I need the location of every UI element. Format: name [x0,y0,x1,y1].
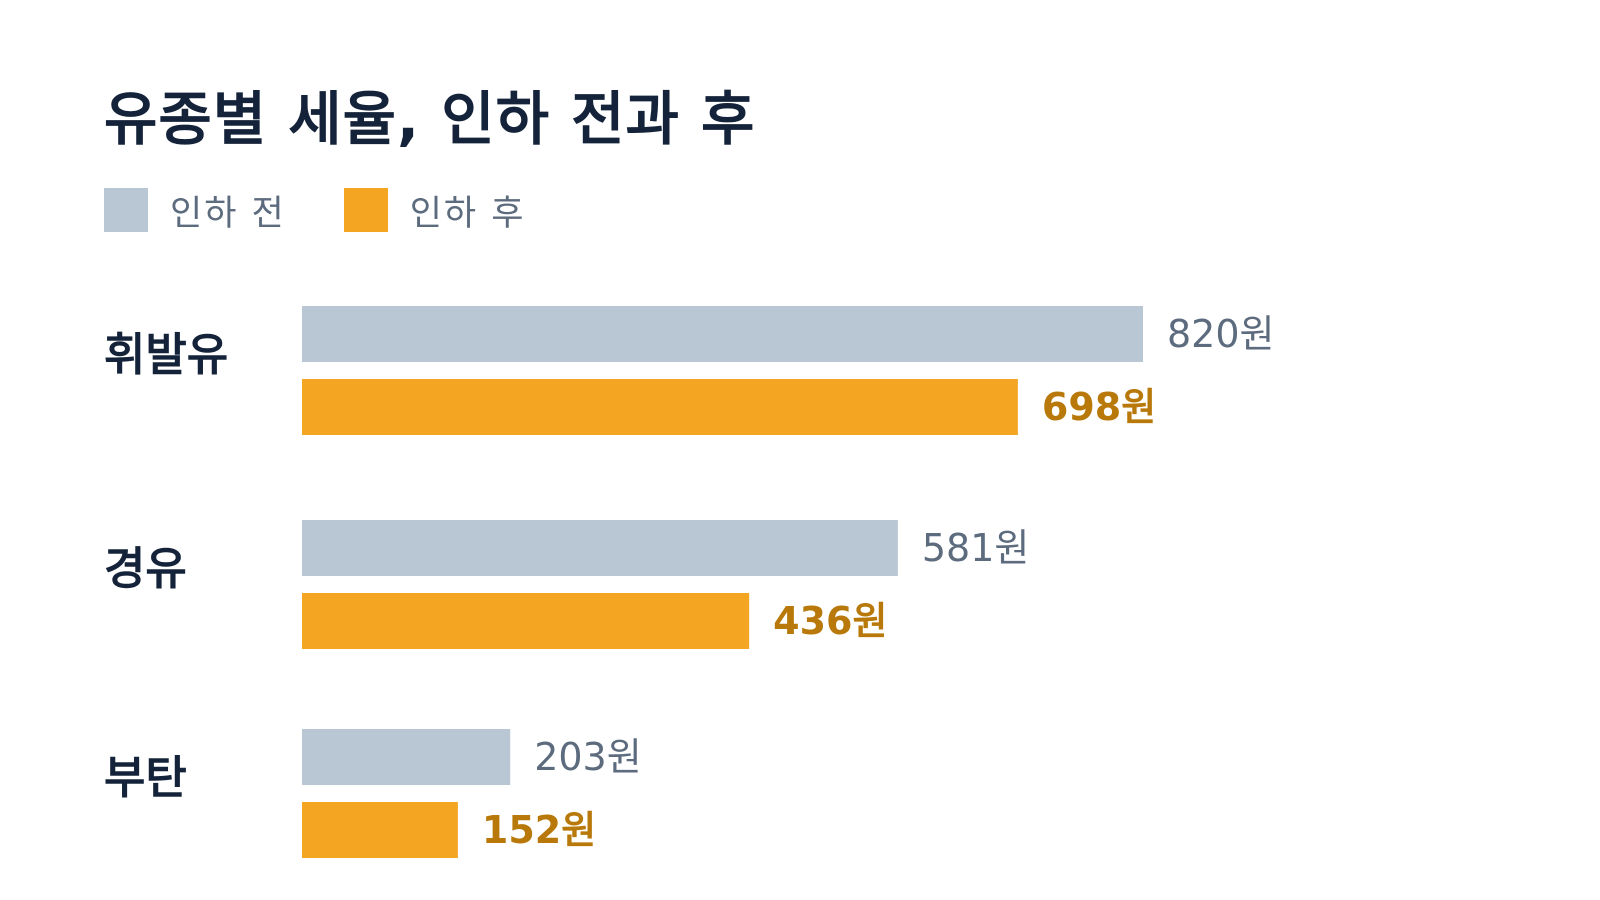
bar-before-0 [302,306,1143,362]
legend-item-after: 인하 후 [343,185,526,236]
legend-swatch-before [104,188,148,232]
chart-title: 유종별 세율, 인하 전과 후 [104,85,756,153]
category-label-1: 경유 [104,542,187,595]
data-label-after-1: 436원 [773,599,887,643]
data-label-after-2: 152원 [482,808,596,852]
category-label-0: 휘발유 [104,328,228,381]
bar-after-2 [302,802,458,858]
legend-label-after: 인하 후 [409,193,526,234]
category-label-2: 부탄 [104,751,187,804]
data-label-before-2: 203원 [534,735,642,779]
bar-after-0 [302,379,1018,435]
data-label-before-0: 820원 [1167,312,1275,356]
bar-before-1 [302,520,898,576]
data-label-after-0: 698원 [1042,385,1156,429]
data-label-before-1: 581원 [922,526,1030,570]
legend: 인하 전 인하 후 [104,188,583,234]
bar-before-2 [302,729,511,785]
legend-item-before: 인하 전 [104,185,286,236]
legend-swatch-after [343,188,388,232]
bar-after-1 [302,593,750,649]
legend-label-before: 인하 전 [170,193,286,234]
